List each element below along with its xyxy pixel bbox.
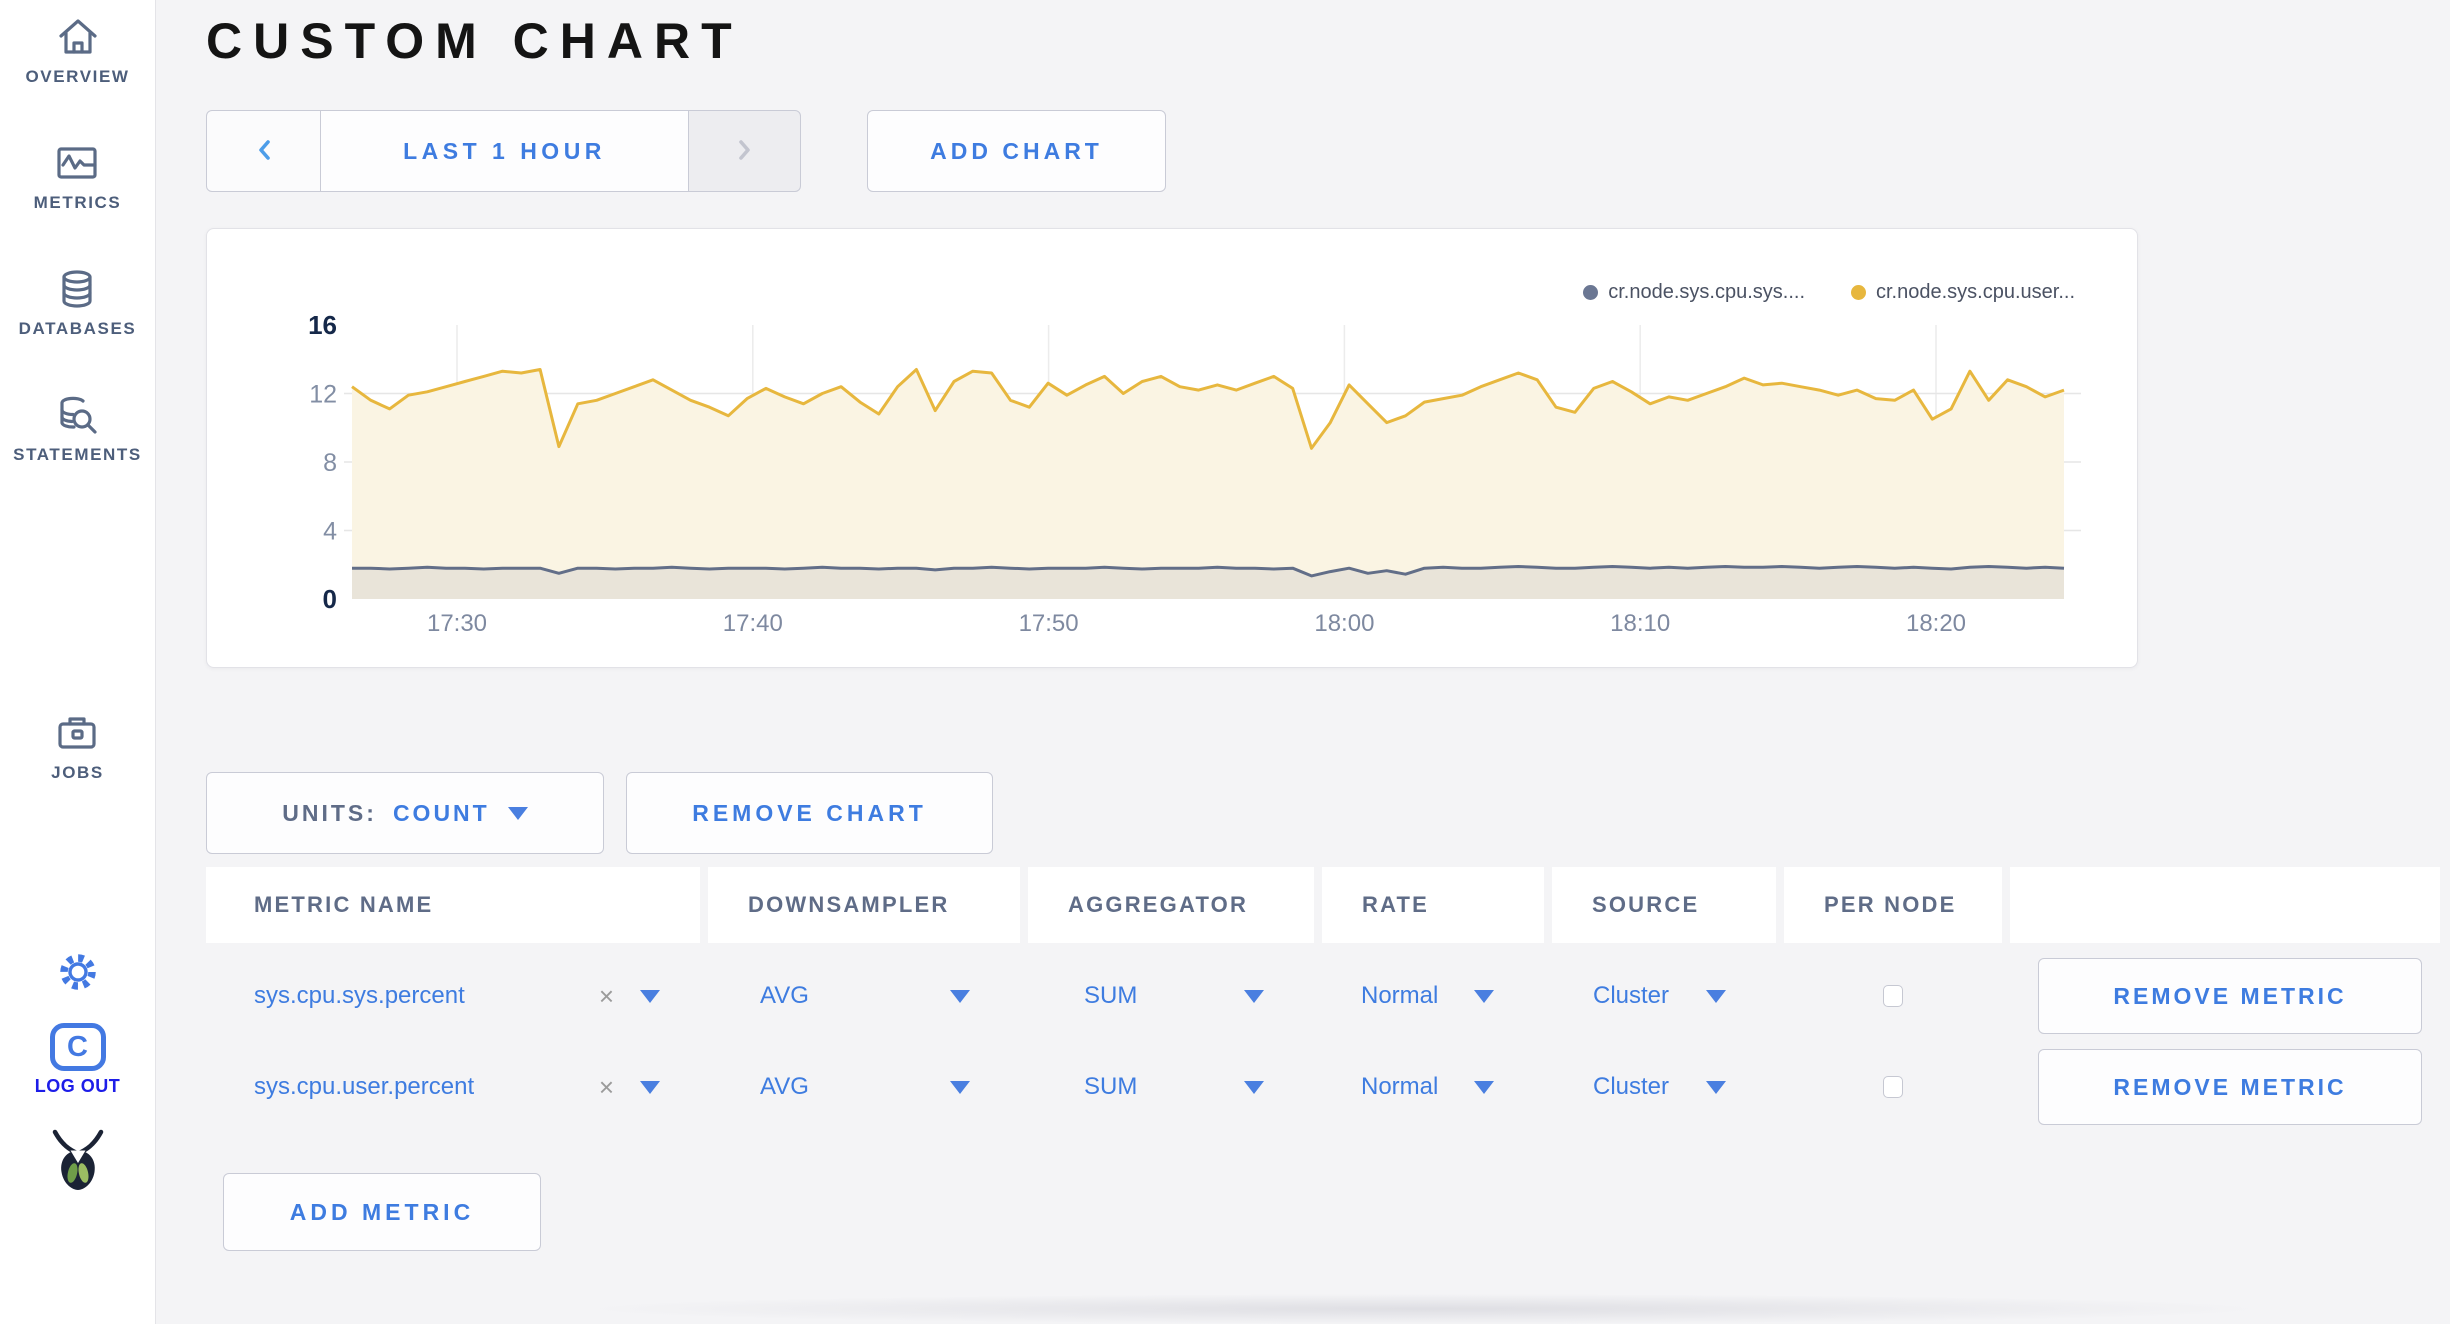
sidebar-item-label: METRICS	[33, 193, 122, 212]
chevron-down-icon[interactable]	[640, 989, 660, 1003]
sidebar-item-label: DATABASES	[18, 319, 137, 338]
chevron-down-icon	[1244, 1080, 1264, 1094]
chart-card: cr.node.sys.cpu.sys.... cr.node.sys.cpu.…	[206, 228, 2138, 668]
col-header-downsampler: DOWNSAMPLER	[708, 867, 1020, 943]
svg-text:4: 4	[323, 518, 337, 546]
per-node-checkbox[interactable]	[1883, 985, 1903, 1007]
database-icon	[54, 266, 100, 312]
line-chart[interactable]: 17:30 17:40 17:50 18:00 18:10 18:20 0 4 8 12 16	[207, 229, 2136, 666]
chart-legend: cr.node.sys.cpu.sys.... cr.node.sys.cpu.…	[1583, 281, 2075, 304]
col-header-metric-name: METRIC NAME	[206, 867, 700, 943]
svg-text:18:10: 18:10	[1610, 610, 1670, 637]
time-range-label[interactable]: LAST 1 HOUR	[319, 110, 690, 192]
legend-dot-user	[1851, 285, 1866, 300]
add-metric-button[interactable]: ADD METRIC	[223, 1173, 541, 1251]
time-range-picker: LAST 1 HOUR	[206, 110, 801, 192]
jobs-icon	[54, 710, 100, 756]
sidebar-item-overview[interactable]: OVERVIEW	[25, 14, 129, 87]
clear-metric-icon[interactable]: ×	[598, 980, 614, 1011]
col-header-aggregator: AGGREGATOR	[1028, 867, 1314, 943]
remove-chart-button[interactable]: REMOVE CHART	[626, 772, 993, 854]
source-dropdown[interactable]: Cluster	[1552, 982, 1776, 1010]
source-dropdown[interactable]: Cluster	[1552, 1073, 1776, 1101]
sidebar-item-statements[interactable]: STATEMENTS	[13, 392, 142, 465]
svg-text:8: 8	[323, 449, 337, 477]
sidebar-item-metrics[interactable]: METRICS	[34, 140, 122, 213]
toolbar: LAST 1 HOUR ADD CHART	[206, 110, 2450, 192]
chart-controls: UNITS: COUNT REMOVE CHART	[206, 772, 2450, 854]
table-header-row: METRIC NAME DOWNSAMPLER AGGREGATOR RATE …	[206, 867, 2440, 943]
col-header-rate: RATE	[1322, 867, 1544, 943]
metrics-icon	[54, 140, 100, 186]
main-content: CUSTOM CHART LAST 1 HOUR	[156, 0, 2450, 1324]
col-header-actions	[2010, 867, 2440, 943]
time-range-prev-button[interactable]	[206, 110, 321, 192]
settings-gear-icon[interactable]	[54, 948, 102, 1001]
metrics-table: METRIC NAME DOWNSAMPLER AGGREGATOR RATE …	[206, 867, 2440, 1125]
metric-name-value[interactable]: sys.cpu.user.percent	[254, 1073, 475, 1100]
statements-icon	[54, 392, 100, 438]
table-row: sys.cpu.user.percent × AVG SUM Normal	[206, 1049, 2440, 1125]
sidebar-item-label: OVERVIEW	[25, 67, 130, 86]
home-icon	[55, 14, 101, 60]
chevron-down-icon	[1244, 989, 1264, 1003]
sidebar: OVERVIEW METRICS DATABASES	[0, 0, 156, 1324]
svg-text:18:20: 18:20	[1906, 610, 1966, 637]
units-dropdown[interactable]: UNITS: COUNT	[206, 772, 604, 854]
chevron-down-icon	[1474, 989, 1494, 1003]
clear-metric-icon[interactable]: ×	[598, 1071, 614, 1102]
chevron-down-icon	[950, 989, 970, 1003]
col-header-source: SOURCE	[1552, 867, 1776, 943]
chevron-down-icon	[950, 1080, 970, 1094]
rate-dropdown[interactable]: Normal	[1322, 982, 1544, 1010]
svg-text:12: 12	[309, 381, 337, 409]
sidebar-item-label: STATEMENTS	[13, 445, 142, 464]
cockroach-bug-logo	[45, 1127, 111, 1202]
cockroach-c-logo: C	[49, 1023, 106, 1071]
svg-text:16: 16	[308, 310, 337, 340]
col-header-per-node: PER NODE	[1784, 867, 2002, 943]
metric-name-value[interactable]: sys.cpu.sys.percent	[254, 982, 465, 1009]
aggregator-dropdown[interactable]: SUM	[1028, 982, 1314, 1010]
legend-item-user[interactable]: cr.node.sys.cpu.user...	[1851, 281, 2075, 304]
chevron-right-icon	[738, 139, 752, 164]
svg-text:17:30: 17:30	[427, 610, 487, 637]
per-node-checkbox[interactable]	[1883, 1076, 1903, 1098]
svg-text:17:40: 17:40	[723, 610, 783, 637]
page-title: CUSTOM CHART	[206, 13, 743, 69]
logout-label: LOG OUT	[34, 1076, 121, 1096]
legend-item-sys[interactable]: cr.node.sys.cpu.sys....	[1583, 281, 1805, 304]
svg-text:17:50: 17:50	[1019, 610, 1079, 637]
remove-metric-button[interactable]: REMOVE METRIC	[2038, 1049, 2422, 1125]
chevron-left-icon	[257, 139, 271, 164]
downsampler-dropdown[interactable]: AVG	[708, 1073, 1020, 1101]
add-chart-button[interactable]: ADD CHART	[867, 110, 1166, 192]
table-row: sys.cpu.sys.percent × AVG SUM Normal	[206, 958, 2440, 1034]
sidebar-item-jobs[interactable]: JOBS	[51, 710, 104, 783]
sidebar-item-label: JOBS	[51, 763, 104, 782]
chevron-down-icon	[1706, 989, 1726, 1003]
chevron-down-icon[interactable]	[640, 1080, 660, 1094]
svg-text:0: 0	[323, 584, 337, 614]
sidebar-item-databases[interactable]: DATABASES	[19, 266, 137, 339]
chevron-down-icon	[1706, 1080, 1726, 1094]
logout-button[interactable]: C LOG OUT	[35, 1023, 121, 1097]
downsampler-dropdown[interactable]: AVG	[708, 982, 1020, 1010]
chevron-down-icon	[507, 806, 528, 820]
rate-dropdown[interactable]: Normal	[1322, 1073, 1544, 1101]
aggregator-dropdown[interactable]: SUM	[1028, 1073, 1314, 1101]
time-range-next-button[interactable]	[688, 110, 801, 192]
svg-text:18:00: 18:00	[1314, 610, 1374, 637]
remove-metric-button[interactable]: REMOVE METRIC	[2038, 958, 2422, 1034]
legend-dot-sys	[1583, 285, 1599, 300]
chevron-down-icon	[1474, 1080, 1494, 1094]
